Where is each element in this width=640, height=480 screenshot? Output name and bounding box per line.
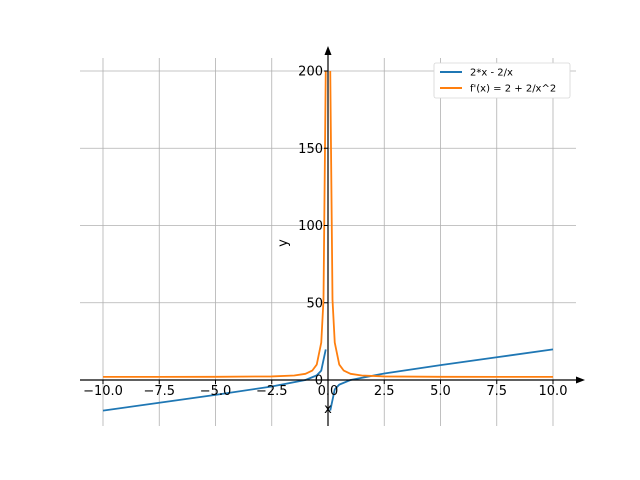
- series-1-line-right: [329, 70, 554, 378]
- x-tick-label: 7.5: [486, 384, 507, 399]
- y-tick-label: 150: [298, 142, 323, 157]
- axes: [80, 46, 585, 426]
- series-0-line-right: [329, 348, 554, 411]
- x-tick-label: 0.0: [318, 384, 339, 399]
- legend-label-series-0: 2*x - 2/x: [470, 68, 513, 79]
- x-axis-arrow: [576, 376, 585, 384]
- series-1-line-left: [102, 70, 327, 378]
- y-tick-label: 100: [298, 219, 323, 234]
- legend-box: [433, 62, 571, 99]
- y-axis-label: y: [276, 239, 291, 247]
- x-tick-label: −5.0: [200, 384, 232, 399]
- y-tick-label: 200: [298, 65, 323, 80]
- x-tick-label: −10.0: [83, 384, 123, 399]
- y-tick-label: 50: [306, 296, 323, 311]
- series-0-line-left: [102, 349, 327, 412]
- y-tick-label: 0: [315, 374, 323, 389]
- x-tick-label: 10.0: [539, 384, 568, 399]
- x-tick-label: 5.0: [430, 384, 451, 399]
- y-axis-arrow: [324, 46, 332, 55]
- legend-label-series-1: f'(x) = 2 + 2/x^2: [470, 84, 556, 95]
- series-layer: [102, 70, 554, 412]
- tick-labels: −10.0 −7.5 −5.0 −2.5 0.0 2.5 5.0 7.5 10.0 0 50 100 1…: [83, 65, 567, 400]
- x-tick-label: 2.5: [374, 384, 395, 399]
- legend: 2*x - 2/x f'(x) = 2 + 2/x^2: [433, 62, 571, 99]
- x-tick-label: −2.5: [256, 384, 288, 399]
- x-tick-label: −7.5: [143, 384, 175, 399]
- x-axis-label: x: [324, 402, 332, 417]
